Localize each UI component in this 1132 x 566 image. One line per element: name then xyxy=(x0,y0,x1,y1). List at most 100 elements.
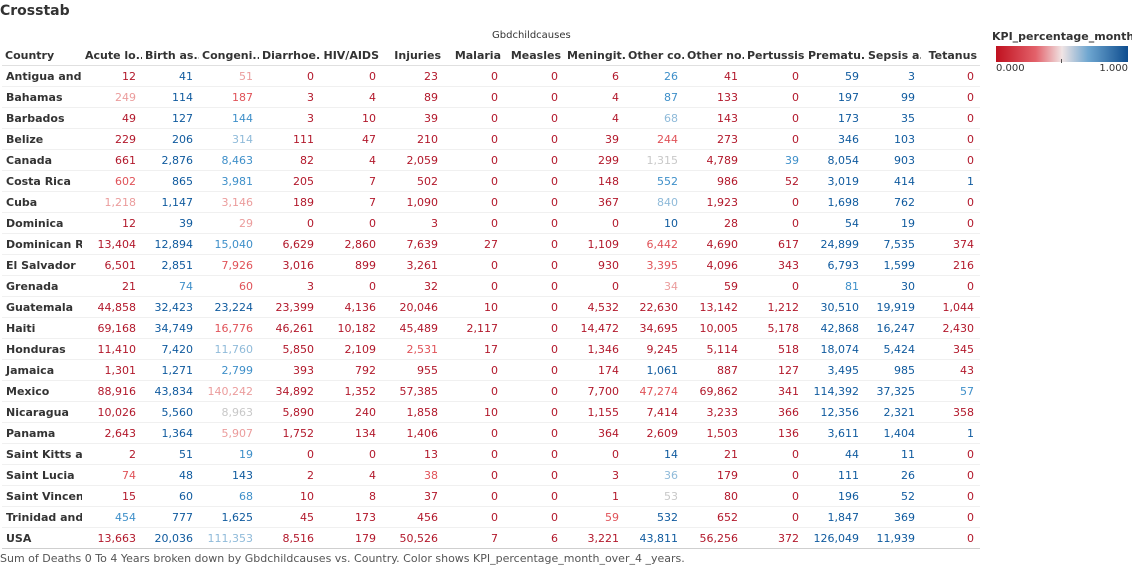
table-cell[interactable]: 19 xyxy=(865,212,921,234)
table-cell[interactable]: 2,609 xyxy=(625,422,684,444)
table-cell[interactable]: 11,939 xyxy=(865,527,921,549)
table-cell[interactable]: 52 xyxy=(744,170,805,192)
table-cell[interactable]: 81 xyxy=(805,275,865,297)
table-cell[interactable]: 1 xyxy=(921,422,980,444)
table-cell[interactable]: 99 xyxy=(865,86,921,108)
table-cell[interactable]: 1,090 xyxy=(382,191,444,213)
table-cell[interactable]: 5,850 xyxy=(259,338,320,360)
table-cell[interactable]: 68 xyxy=(625,107,684,129)
table-cell[interactable]: 5,890 xyxy=(259,401,320,423)
row-label-country[interactable]: Dominica xyxy=(2,212,82,234)
table-cell[interactable]: 0 xyxy=(504,380,564,402)
table-cell[interactable]: 5,424 xyxy=(865,338,921,360)
table-cell[interactable]: 0 xyxy=(444,506,504,528)
column-header[interactable]: Measles xyxy=(504,45,564,66)
table-cell[interactable]: 39 xyxy=(744,149,805,171)
table-cell[interactable]: 39 xyxy=(142,212,199,234)
table-cell[interactable]: 12,356 xyxy=(805,401,865,423)
row-label-country[interactable]: Trinidad and.. xyxy=(2,506,82,528)
table-cell[interactable]: 0 xyxy=(504,443,564,465)
table-cell[interactable]: 3,019 xyxy=(805,170,865,192)
table-cell[interactable]: 1,271 xyxy=(142,359,199,381)
table-cell[interactable]: 986 xyxy=(684,170,744,192)
row-label-country[interactable]: Barbados xyxy=(2,107,82,129)
table-cell[interactable]: 20,046 xyxy=(382,296,444,318)
table-cell[interactable]: 358 xyxy=(921,401,980,423)
table-cell[interactable]: 2,430 xyxy=(921,317,980,339)
table-cell[interactable]: 29 xyxy=(199,212,259,234)
table-cell[interactable]: 1,923 xyxy=(684,191,744,213)
row-label-country[interactable]: Costa Rica xyxy=(2,170,82,192)
table-cell[interactable]: 0 xyxy=(504,65,564,87)
row-header-country[interactable]: Country xyxy=(2,45,82,66)
table-cell[interactable]: 0 xyxy=(744,212,805,234)
table-cell[interactable]: 7 xyxy=(320,191,382,213)
table-cell[interactable]: 0 xyxy=(444,86,504,108)
table-cell[interactable]: 0 xyxy=(504,296,564,318)
table-cell[interactable]: 777 xyxy=(142,506,199,528)
table-cell[interactable]: 14,472 xyxy=(564,317,625,339)
table-cell[interactable]: 0 xyxy=(320,212,382,234)
table-cell[interactable]: 0 xyxy=(921,506,980,528)
column-header[interactable]: Other co.. xyxy=(625,45,684,66)
table-cell[interactable]: 3 xyxy=(259,107,320,129)
table-cell[interactable]: 1,315 xyxy=(625,149,684,171)
table-cell[interactable]: 103 xyxy=(865,128,921,150)
table-cell[interactable]: 173 xyxy=(320,506,382,528)
table-cell[interactable]: 127 xyxy=(142,107,199,129)
table-cell[interactable]: 7,700 xyxy=(564,380,625,402)
table-cell[interactable]: 111 xyxy=(805,464,865,486)
table-cell[interactable]: 414 xyxy=(865,170,921,192)
table-cell[interactable]: 0 xyxy=(444,107,504,129)
table-cell[interactable]: 0 xyxy=(504,86,564,108)
table-cell[interactable]: 0 xyxy=(744,128,805,150)
column-header[interactable]: Tetanus xyxy=(921,45,980,66)
table-cell[interactable]: 792 xyxy=(320,359,382,381)
table-cell[interactable]: 13,663 xyxy=(82,527,142,549)
table-cell[interactable]: 7,414 xyxy=(625,401,684,423)
table-cell[interactable]: 1,625 xyxy=(199,506,259,528)
table-cell[interactable]: 1,301 xyxy=(82,359,142,381)
table-cell[interactable]: 34 xyxy=(625,275,684,297)
table-cell[interactable]: 0 xyxy=(564,212,625,234)
table-cell[interactable]: 0 xyxy=(504,107,564,129)
table-cell[interactable]: 364 xyxy=(564,422,625,444)
table-cell[interactable]: 345 xyxy=(921,338,980,360)
table-cell[interactable]: 0 xyxy=(744,485,805,507)
table-cell[interactable]: 0 xyxy=(504,254,564,276)
column-header[interactable]: Other no.. xyxy=(684,45,744,66)
table-cell[interactable]: 518 xyxy=(744,338,805,360)
table-cell[interactable]: 369 xyxy=(865,506,921,528)
table-cell[interactable]: 9,245 xyxy=(625,338,684,360)
table-cell[interactable]: 2 xyxy=(82,443,142,465)
row-label-country[interactable]: Honduras xyxy=(2,338,82,360)
table-cell[interactable]: 1,155 xyxy=(564,401,625,423)
table-cell[interactable]: 34,892 xyxy=(259,380,320,402)
table-cell[interactable]: 59 xyxy=(684,275,744,297)
table-cell[interactable]: 43 xyxy=(921,359,980,381)
table-cell[interactable]: 5,178 xyxy=(744,317,805,339)
table-cell[interactable]: 2,059 xyxy=(382,149,444,171)
row-label-country[interactable]: Cuba xyxy=(2,191,82,213)
table-cell[interactable]: 652 xyxy=(684,506,744,528)
table-cell[interactable]: 0 xyxy=(504,338,564,360)
row-label-country[interactable]: Jamaica xyxy=(2,359,82,381)
table-cell[interactable]: 0 xyxy=(504,506,564,528)
table-cell[interactable]: 0 xyxy=(444,212,504,234)
row-label-country[interactable]: Dominican R.. xyxy=(2,233,82,255)
table-cell[interactable]: 661 xyxy=(82,149,142,171)
table-cell[interactable]: 393 xyxy=(259,359,320,381)
table-cell[interactable]: 0 xyxy=(259,65,320,87)
table-cell[interactable]: 299 xyxy=(564,149,625,171)
table-cell[interactable]: 50,526 xyxy=(382,527,444,549)
table-cell[interactable]: 13,142 xyxy=(684,296,744,318)
table-cell[interactable]: 37,325 xyxy=(865,380,921,402)
table-cell[interactable]: 21 xyxy=(684,443,744,465)
table-cell[interactable]: 82 xyxy=(259,149,320,171)
table-cell[interactable]: 3,981 xyxy=(199,170,259,192)
table-cell[interactable]: 2,109 xyxy=(320,338,382,360)
column-header[interactable]: Meningit.. xyxy=(564,45,625,66)
table-cell[interactable]: 4,136 xyxy=(320,296,382,318)
table-cell[interactable]: 189 xyxy=(259,191,320,213)
table-cell[interactable]: 114,392 xyxy=(805,380,865,402)
